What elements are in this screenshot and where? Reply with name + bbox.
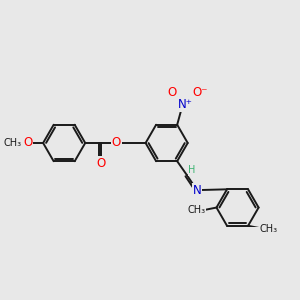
Text: CH₃: CH₃ — [187, 206, 205, 215]
Text: O: O — [23, 136, 32, 149]
Text: O: O — [167, 86, 176, 99]
Text: CH₃: CH₃ — [259, 224, 278, 234]
Text: N: N — [193, 184, 201, 196]
Text: N⁺: N⁺ — [178, 98, 193, 111]
Text: O⁻: O⁻ — [192, 86, 207, 99]
Text: O: O — [112, 136, 121, 149]
Text: H: H — [188, 165, 196, 175]
Text: O: O — [96, 157, 105, 170]
Text: CH₃: CH₃ — [3, 138, 21, 148]
